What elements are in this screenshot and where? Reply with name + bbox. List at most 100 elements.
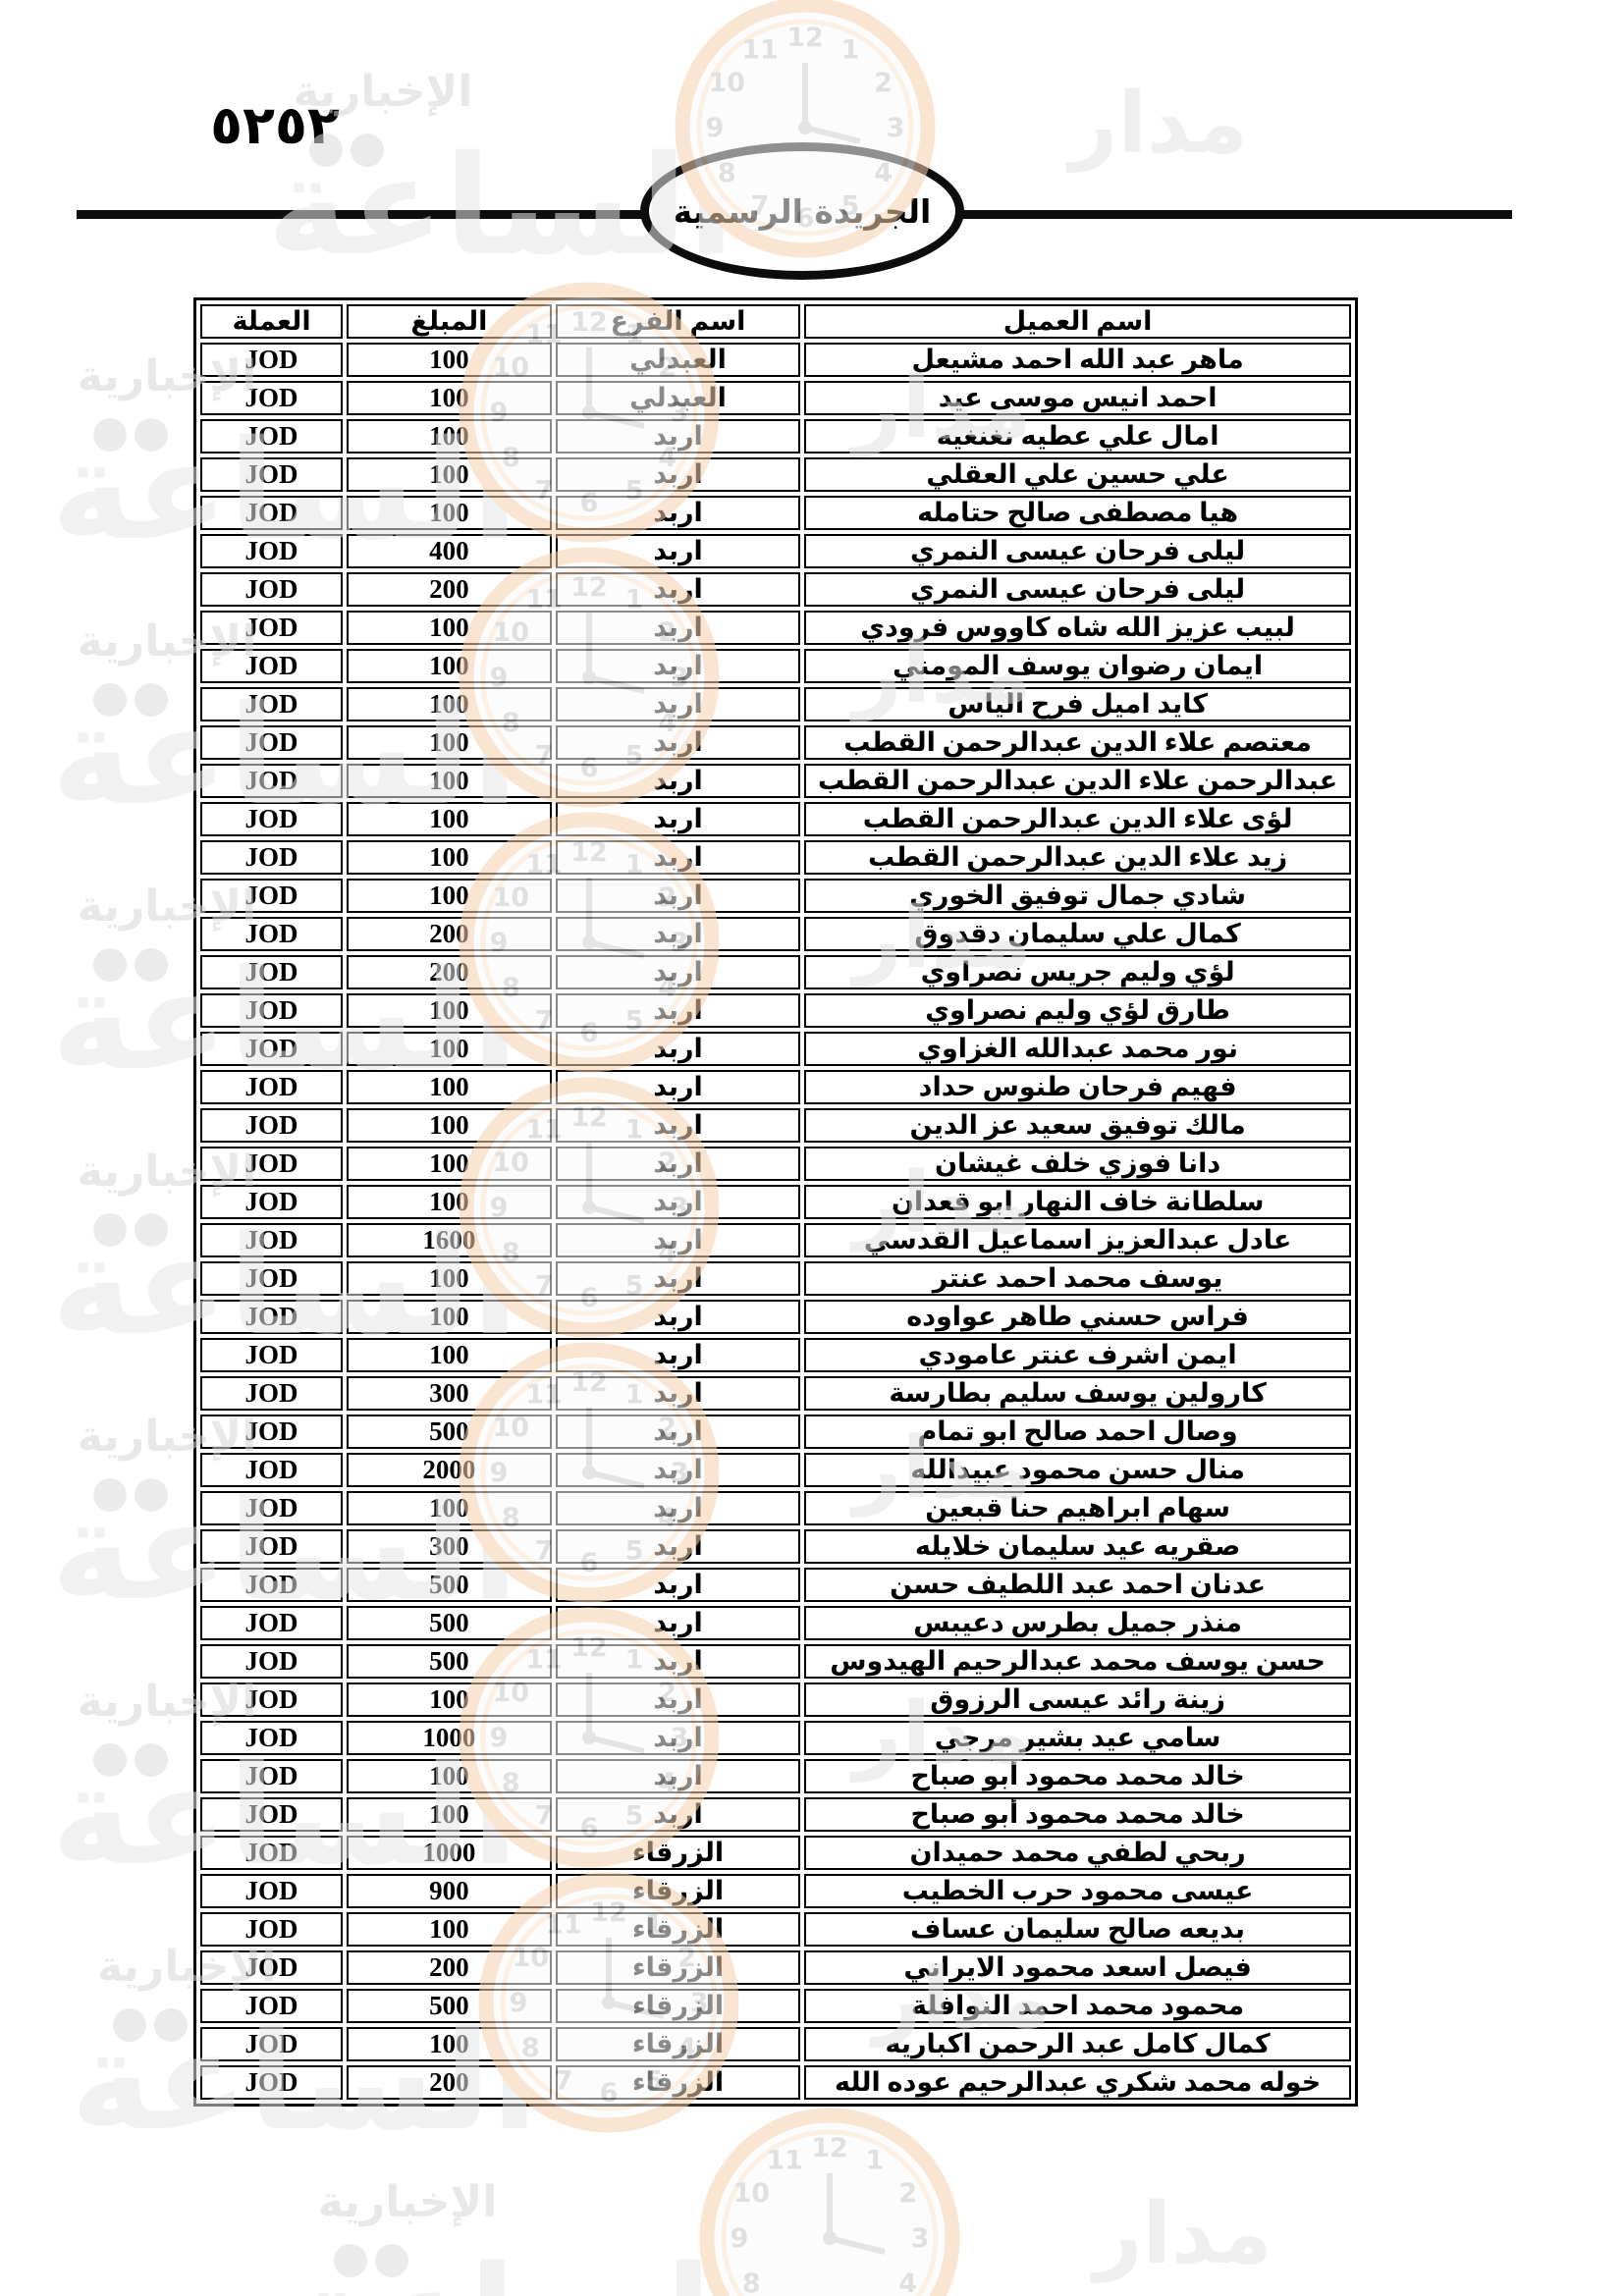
- cell-branch: اربد: [555, 764, 801, 798]
- cell-currency: JOD: [200, 2027, 344, 2061]
- cell-amount: 100: [347, 764, 552, 798]
- cell-branch: الزرقاء: [555, 2065, 801, 2100]
- cell-amount: 100: [347, 1797, 552, 1832]
- gazette-title-oval: الجريدة الرسمية: [640, 142, 964, 280]
- cell-branch: اربد: [555, 1797, 801, 1832]
- cell-amount: 100: [347, 725, 552, 760]
- cell-name: ايمن اشرف عنتر عامودي: [804, 1338, 1351, 1372]
- table-row: احمد انيس موسى عيد العبدلي 100 JOD: [200, 381, 1351, 415]
- clock-number: 11: [741, 34, 779, 65]
- watermark-dot: [93, 418, 127, 452]
- cell-name: طارق لؤي وليم نصراوي: [804, 993, 1351, 1028]
- table-row: طارق لؤي وليم نصراوي اربد 100 JOD: [200, 993, 1351, 1028]
- cell-name: يوسف محمد احمد عنتر: [804, 1261, 1351, 1296]
- cell-name: لبيب عزيز الله شاه كاووس فرودي: [804, 611, 1351, 645]
- cell-currency: JOD: [200, 1606, 344, 1640]
- table-row: ربحي لطفي محمد حميدان الزرقاء 1000 JOD: [200, 1836, 1351, 1870]
- cell-branch: اربد: [555, 955, 801, 989]
- gazette-title-label: الجريدة الرسمية: [673, 191, 932, 231]
- cell-currency: JOD: [200, 1759, 344, 1793]
- cell-name: ليلى فرحان عيسى النمري: [804, 572, 1351, 607]
- clock-number: 1: [866, 2145, 885, 2175]
- cell-currency: JOD: [200, 1261, 344, 1296]
- table-row: يوسف محمد احمد عنتر اربد 100 JOD: [200, 1261, 1351, 1296]
- cell-amount: 500: [347, 1568, 552, 1602]
- table-row: امال علي عطيه نغنغيه اربد 100 JOD: [200, 419, 1351, 454]
- cell-branch: اربد: [555, 917, 801, 951]
- cell-name: كارولين يوسف سليم بطارسة: [804, 1376, 1351, 1411]
- cell-amount: 500: [347, 1606, 552, 1640]
- cell-branch: اربد: [555, 1491, 801, 1525]
- page-number: ٥٢٥٢: [210, 94, 340, 156]
- cell-name: لؤى علاء الدين عبدالرحمن القطب: [804, 802, 1351, 836]
- cell-currency: JOD: [200, 917, 344, 951]
- cell-currency: JOD: [200, 419, 344, 454]
- cell-currency: JOD: [200, 1491, 344, 1525]
- cell-name: بديعه صالح سليمان عساف: [804, 1912, 1351, 1947]
- cell-branch: اربد: [555, 419, 801, 454]
- cell-amount: 200: [347, 572, 552, 607]
- table-row: فراس حسني طاهر عواوده اربد 100 JOD: [200, 1300, 1351, 1334]
- cell-name: كايد اميل فرح الياس: [804, 687, 1351, 721]
- cell-amount: 100: [347, 1300, 552, 1334]
- table-header-row: اسم العميل اسم الفرع المبلغ العملة: [200, 304, 1351, 339]
- cell-name: ربحي لطفي محمد حميدان: [804, 1836, 1351, 1870]
- cell-currency: JOD: [200, 1070, 344, 1104]
- cell-currency: JOD: [200, 343, 344, 377]
- cell-name: امال علي عطيه نغنغيه: [804, 419, 1351, 454]
- table-row: نور محمد عبدالله الغزاوي اربد 100 JOD: [200, 1032, 1351, 1066]
- cell-currency: JOD: [200, 1644, 344, 1679]
- clock-number: 3: [887, 113, 905, 143]
- watermark-dot: [135, 1743, 168, 1777]
- clock-number: 12: [786, 23, 824, 53]
- table-row: لبيب عزيز الله شاه كاووس فرودي اربد 100 JOD: [200, 611, 1351, 645]
- cell-name: شادي جمال توفيق الخوري: [804, 879, 1351, 913]
- cell-amount: 100: [347, 611, 552, 645]
- cell-amount: 100: [347, 802, 552, 836]
- cell-currency: JOD: [200, 687, 344, 721]
- cell-branch: اربد: [555, 649, 801, 683]
- cell-branch: اربد: [555, 687, 801, 721]
- gazette-table-body: ماهر عبد الله احمد مشيعل العبدلي 100 JOD احم…: [200, 343, 1351, 2100]
- clock-number: 1: [841, 34, 860, 65]
- cell-currency: JOD: [200, 1415, 344, 1449]
- watermark-brand-word-2: الساعة: [292, 2237, 759, 2296]
- column-header-0: اسم العميل: [804, 304, 1351, 339]
- cell-amount: 1000: [347, 1721, 552, 1755]
- table-row: عيسى محمود حرب الخطيب الزرقاء 900 JOD: [200, 1874, 1351, 1908]
- cell-name: نور محمد عبدالله الغزاوي: [804, 1032, 1351, 1066]
- cell-currency: JOD: [200, 381, 344, 415]
- cell-currency: JOD: [200, 1032, 344, 1066]
- cell-currency: JOD: [200, 1989, 344, 2023]
- cell-amount: 100: [347, 496, 552, 530]
- cell-amount: 100: [347, 1032, 552, 1066]
- cell-currency: JOD: [200, 534, 344, 568]
- cell-currency: JOD: [200, 1721, 344, 1755]
- cell-currency: JOD: [200, 457, 344, 492]
- cell-name: سلطانة خاف النهار ابو قعدان: [804, 1185, 1351, 1219]
- cell-currency: JOD: [200, 1300, 344, 1334]
- cell-currency: JOD: [200, 1147, 344, 1181]
- cell-name: مالك توفيق سعيد عز الدين: [804, 1108, 1351, 1143]
- watermark-dot: [154, 2008, 188, 2042]
- cell-name: زيد علاء الدين عبدالرحمن القطب: [804, 840, 1351, 875]
- cell-name: هيا مصطفى صالح حتامله: [804, 496, 1351, 530]
- cell-amount: 100: [347, 687, 552, 721]
- cell-name: احمد انيس موسى عيد: [804, 381, 1351, 415]
- cell-amount: 100: [347, 1108, 552, 1143]
- clock-number: 2: [874, 68, 893, 98]
- cell-amount: 200: [347, 1950, 552, 1985]
- cell-name: عيسى محمود حرب الخطيب: [804, 1874, 1351, 1908]
- cell-currency: JOD: [200, 1797, 344, 1832]
- watermark-dot: [334, 2244, 367, 2277]
- cell-branch: اربد: [555, 534, 801, 568]
- cell-amount: 400: [347, 534, 552, 568]
- cell-amount: 300: [347, 1376, 552, 1411]
- watermark-dot: [93, 683, 127, 717]
- cell-branch: اربد: [555, 1147, 801, 1181]
- cell-name: عدنان احمد عبد اللطيف حسن: [804, 1568, 1351, 1602]
- cell-currency: JOD: [200, 1338, 344, 1372]
- cell-amount: 100: [347, 1912, 552, 1947]
